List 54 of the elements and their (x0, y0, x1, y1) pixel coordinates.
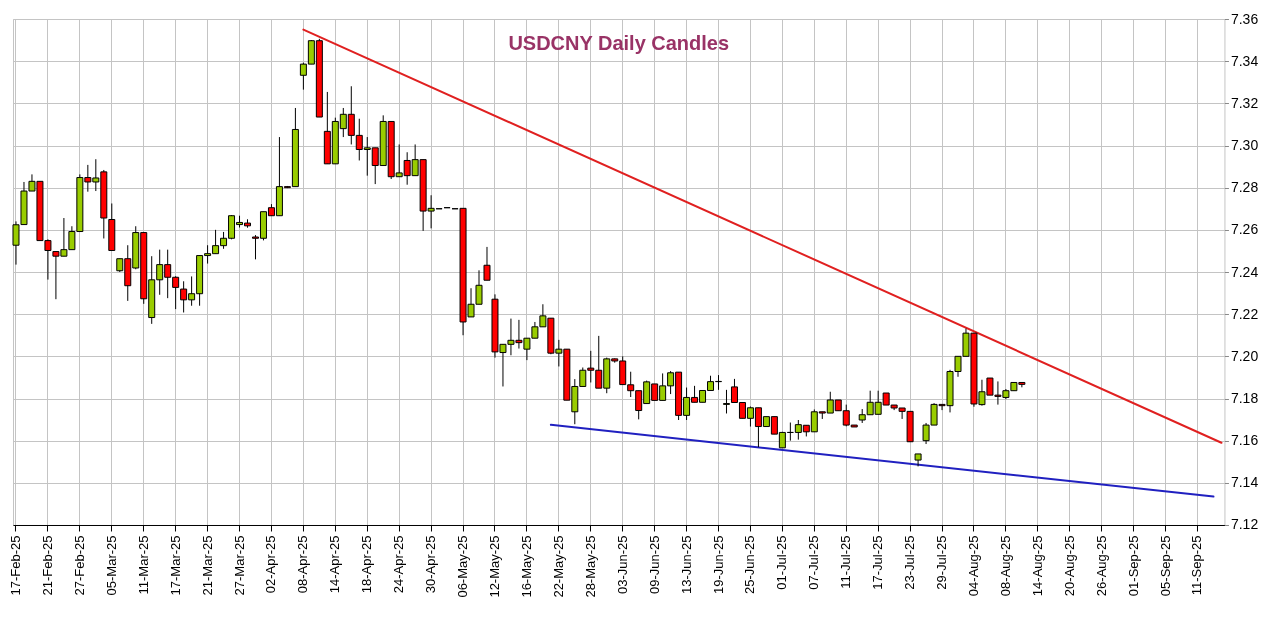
x-tick-label: 28-May-25 (582, 535, 598, 598)
x-tick-label: 14-Apr-25 (327, 535, 343, 594)
x-tick-label: 30-Apr-25 (423, 535, 439, 594)
x-tick-label: 22-May-25 (550, 535, 566, 598)
x-tick-label: 14-Aug-25 (1029, 535, 1045, 597)
x-tick-label: 01-Sep-25 (1125, 535, 1141, 597)
x-tick-label: 08-Apr-25 (295, 535, 311, 594)
x-tick-label: 17-Feb-25 (7, 535, 23, 596)
x-tick-label: 21-Mar-25 (199, 535, 215, 596)
x-tick-label: 23-Jul-25 (902, 535, 918, 590)
x-tick-label: 17-Mar-25 (167, 535, 183, 596)
x-tick-label: 05-Mar-25 (103, 535, 119, 596)
x-tick-label: 03-Jun-25 (614, 535, 630, 594)
x-tick-label: 07-Jul-25 (806, 535, 822, 590)
x-tick-label: 08-Aug-25 (997, 535, 1013, 597)
y-tick-label: 7.24 (1230, 263, 1259, 280)
x-tick-label: 27-Feb-25 (71, 535, 87, 596)
y-tick-label: 7.36 (1230, 10, 1259, 27)
x-tick-label: 20-Aug-25 (1061, 535, 1077, 597)
x-tick-label: 25-Jun-25 (742, 535, 758, 594)
x-tick-label: 21-Feb-25 (39, 535, 55, 596)
x-tick-label: 24-Apr-25 (391, 535, 407, 594)
x-tick-label: 09-Jun-25 (646, 535, 662, 594)
y-tick-label: 7.28 (1230, 179, 1259, 196)
y-tick-label: 7.14 (1230, 474, 1259, 491)
text: USDCNY Daily Candles (508, 32, 730, 54)
y-tick-label: 7.20 (1230, 347, 1259, 364)
y-tick-label: 7.18 (1230, 390, 1259, 406)
x-tick-label: 16-May-25 (518, 535, 534, 598)
y-tick-label: 7.30 (1230, 137, 1259, 153)
x-tick-label: 02-Apr-25 (263, 535, 279, 594)
x-tick-label: 26-Aug-25 (1093, 535, 1109, 597)
candlestick (483, 246, 491, 281)
y-tick-label: 7.12 (1230, 516, 1259, 533)
x-tick-label: 11-Mar-25 (135, 535, 151, 595)
x-tick-label: 11-Jul-25 (838, 535, 854, 589)
x-tick-label: 18-Apr-25 (359, 535, 375, 594)
x-tick-label: 06-May-25 (455, 535, 471, 598)
candlestick (722, 389, 730, 414)
x-tick-label: 13-Jun-25 (678, 535, 694, 594)
x-tick-label: 11-Sep-25 (1189, 535, 1205, 596)
x-tick-label: 12-May-25 (486, 535, 502, 598)
x-tick-label: 29-Jul-25 (934, 535, 950, 590)
y-tick-label: 7.26 (1230, 221, 1259, 238)
x-tick-label: 01-Jul-25 (774, 535, 790, 590)
x-tick-label: 04-Aug-25 (965, 535, 981, 597)
x-tick-label: 05-Sep-25 (1157, 535, 1173, 597)
y-tick-label: 7.34 (1230, 52, 1259, 69)
x-tick-label: 27-Mar-25 (231, 535, 247, 596)
y-tick-label: 7.16 (1230, 432, 1259, 449)
x-tick-label: 17-Jul-25 (870, 535, 886, 590)
x-tick-label: 19-Jun-25 (710, 535, 726, 594)
y-tick-label: 7.22 (1230, 305, 1259, 322)
y-tick-label: 7.32 (1230, 94, 1259, 111)
